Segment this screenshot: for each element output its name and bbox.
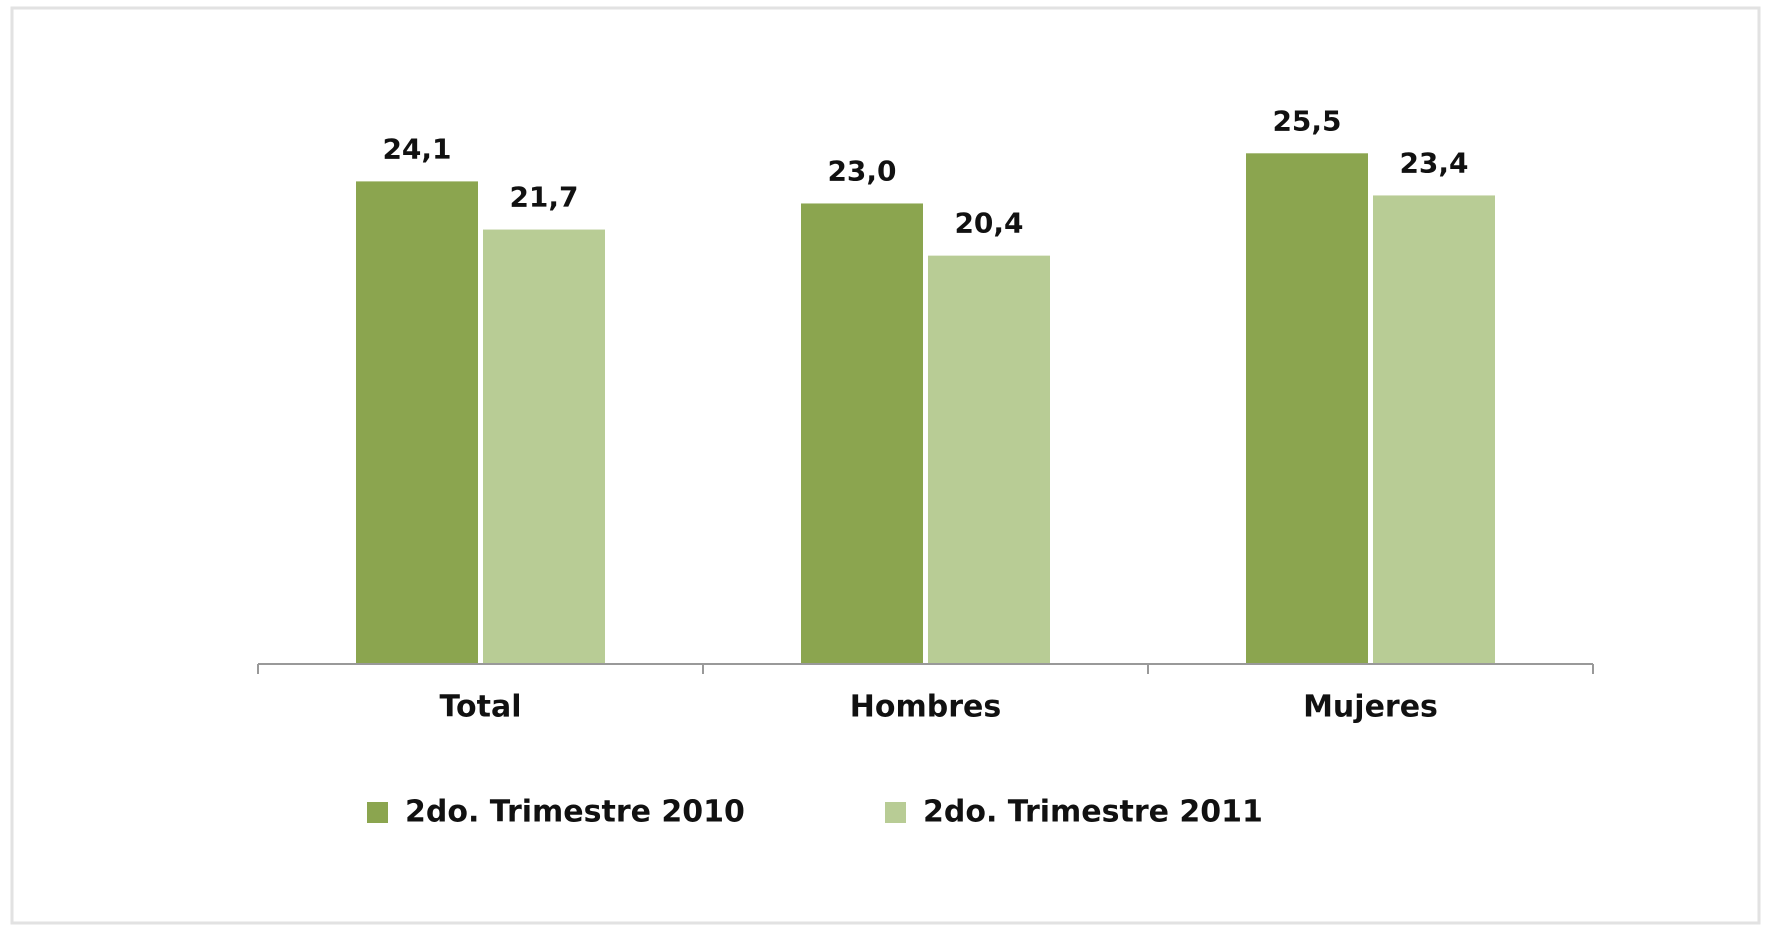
- value-label: 23,0: [827, 154, 896, 187]
- bar: [481, 227, 607, 665]
- legend-swatch: [367, 802, 388, 823]
- bar: [799, 201, 925, 665]
- bar: [1244, 151, 1370, 666]
- x-tick-label: Total: [440, 690, 522, 725]
- bar: [1371, 193, 1497, 665]
- x-tick-label: Mujeres: [1303, 690, 1438, 725]
- bar: [926, 253, 1052, 665]
- bar: [354, 179, 480, 665]
- value-label: 20,4: [954, 207, 1023, 240]
- value-label: 23,4: [1399, 146, 1468, 179]
- value-label: 25,5: [1272, 104, 1341, 137]
- value-label: 24,1: [382, 132, 451, 165]
- value-label: 21,7: [509, 181, 578, 214]
- x-tick-label: Hombres: [850, 690, 1001, 725]
- legend-swatch: [885, 802, 906, 823]
- legend-label: 2do. Trimestre 2010: [405, 795, 745, 830]
- legend-label: 2do. Trimestre 2011: [923, 795, 1263, 830]
